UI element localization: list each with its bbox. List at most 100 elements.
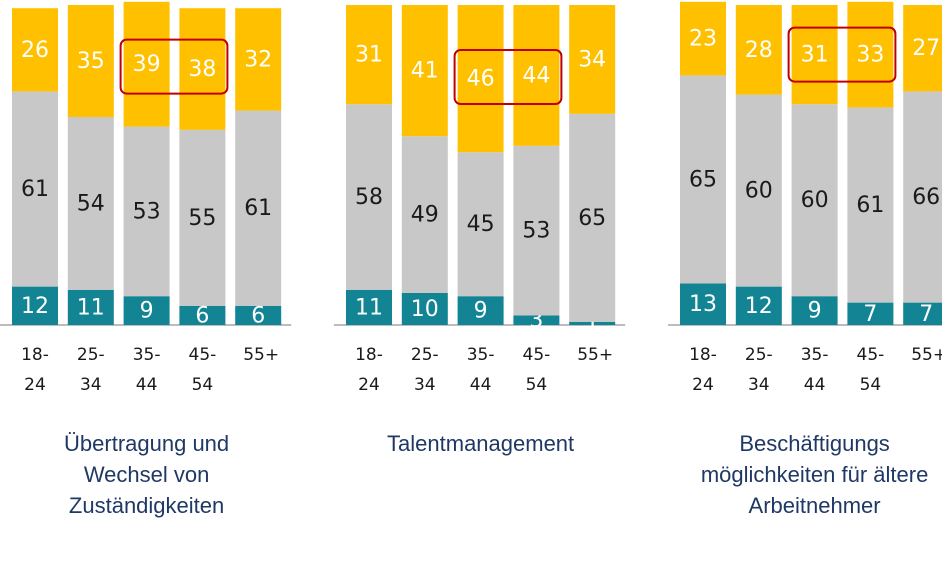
- bar-segment: [513, 5, 560, 146]
- bar-segment: [67, 5, 114, 117]
- bar-segment: [569, 113, 616, 322]
- highlight-box: [119, 38, 229, 95]
- x-tick-label: 25-34: [76, 345, 105, 395]
- value-label: 7: [919, 302, 933, 327]
- bar-segment: [235, 305, 282, 325]
- value-label: 53: [522, 219, 550, 244]
- value-label: 65: [689, 167, 717, 192]
- x-tick-label: 55+: [911, 345, 942, 365]
- value-label: 46: [467, 67, 495, 92]
- bar-segment: [847, 107, 894, 303]
- value-label: 53: [133, 199, 161, 224]
- bar-segment: [735, 5, 782, 95]
- bar-segment: [735, 94, 782, 287]
- value-label: 13: [689, 292, 717, 317]
- value-label: 9: [474, 299, 488, 324]
- value-label: 54: [77, 191, 105, 216]
- group-title: Talentmanagement: [387, 431, 575, 456]
- bar-segment: [401, 293, 448, 325]
- value-label: 11: [77, 295, 105, 320]
- bar-segment: [179, 8, 226, 130]
- bar-segment: [179, 129, 226, 306]
- bar-segment: [401, 136, 448, 293]
- value-label: 26: [21, 38, 49, 63]
- value-label: 58: [355, 185, 383, 210]
- value-label: 66: [912, 185, 940, 210]
- x-tick-label: 45-54: [522, 345, 551, 395]
- x-tick-label: 35-44: [800, 345, 829, 395]
- bar-segment: [457, 296, 504, 325]
- value-label: 49: [411, 203, 439, 228]
- x-tick-label: 55+: [577, 345, 614, 365]
- bar-segment: [513, 145, 560, 316]
- x-tick-label: 45-54: [188, 345, 217, 395]
- value-label: 9: [808, 299, 822, 324]
- value-label: 32: [244, 47, 272, 72]
- value-label: 60: [745, 179, 773, 204]
- value-label: 38: [188, 57, 216, 82]
- value-label: 61: [244, 196, 272, 221]
- bar-segment: [569, 321, 616, 325]
- bar-segment: [847, 302, 894, 325]
- bar-segment: [680, 283, 726, 325]
- bar-segment: [12, 91, 58, 287]
- bar-segment: [457, 152, 504, 297]
- bar-segment: [569, 5, 616, 114]
- value-label: 35: [77, 49, 105, 74]
- bar-segment: [12, 286, 58, 325]
- value-label: 61: [856, 193, 884, 218]
- highlight-box: [453, 49, 563, 105]
- bar-segment: [67, 289, 114, 325]
- bar-segment: [903, 5, 942, 92]
- value-label: 45: [467, 212, 495, 237]
- bar-segment: [791, 296, 838, 325]
- bar-segment: [513, 315, 560, 325]
- bar-segment: [123, 126, 170, 297]
- bar-segment: [847, 1, 894, 108]
- value-label: 7: [863, 302, 877, 327]
- value-label: 61: [21, 177, 49, 202]
- bar-segment: [12, 8, 58, 92]
- value-label: 6: [195, 303, 209, 328]
- bar-segment: [735, 286, 782, 325]
- value-label: 31: [355, 43, 383, 68]
- value-label: 9: [140, 299, 154, 324]
- bar-segment: [179, 305, 226, 325]
- bar-segment: [67, 117, 114, 290]
- value-label: 31: [801, 43, 829, 68]
- bar-segment: [346, 289, 392, 325]
- x-tick-label: 55+: [243, 345, 280, 365]
- bar-segment: [401, 5, 448, 137]
- value-label: 39: [133, 52, 161, 77]
- x-tick-label: 25-34: [410, 345, 439, 395]
- bar-segment: [791, 5, 838, 105]
- value-label: 12: [745, 294, 773, 319]
- x-tick-label: 18-24: [21, 345, 49, 395]
- value-label: 12: [21, 294, 49, 319]
- x-tick-label: 45-54: [856, 345, 885, 395]
- bar-segment: [791, 104, 838, 297]
- value-label: 44: [522, 63, 550, 88]
- bar-segment: [680, 1, 726, 76]
- group-title: Beschäftigungs möglichkeiten für ältere …: [700, 431, 929, 518]
- value-label: 65: [578, 206, 606, 231]
- x-tick-label: 18-24: [689, 345, 717, 395]
- value-label: 55: [188, 206, 216, 231]
- x-tick-label: 18-24: [355, 345, 383, 395]
- x-tick-label: 35-44: [132, 345, 161, 395]
- highlight-box: [787, 26, 897, 83]
- bar-segment: [235, 8, 282, 111]
- value-label: 10: [411, 297, 439, 322]
- value-label: 28: [745, 38, 773, 63]
- bar-segment: [903, 302, 942, 325]
- value-label: 41: [411, 59, 439, 84]
- value-label: 34: [578, 47, 606, 72]
- value-label: 27: [912, 36, 940, 61]
- bar-segment: [235, 110, 282, 306]
- group-title: Übertragung und Wechsel von Zuständigkei…: [64, 431, 230, 518]
- bar-segment: [346, 5, 392, 105]
- value-label: 11: [355, 295, 383, 320]
- value-label: 23: [689, 27, 717, 52]
